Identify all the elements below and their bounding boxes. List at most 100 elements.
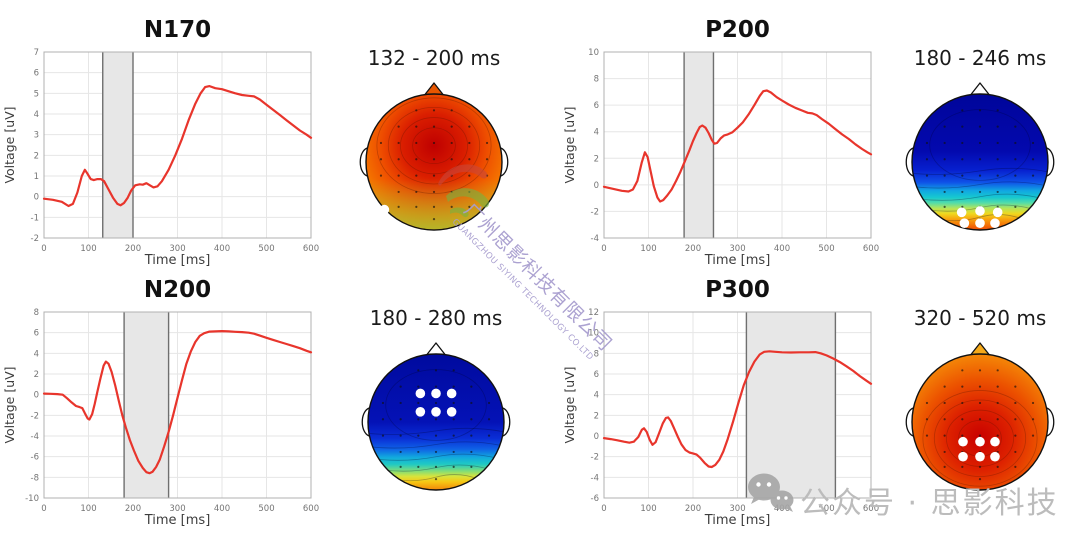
head-ear-right — [1046, 407, 1055, 437]
svg-text:100: 100 — [80, 244, 96, 254]
svg-text:200: 200 — [685, 504, 701, 514]
svg-text:8: 8 — [34, 308, 39, 318]
svg-text:-6: -6 — [591, 494, 599, 504]
highlighted-electrode — [975, 436, 985, 447]
topomap-panel-p200: 180 - 246 ms — [872, 0, 1080, 270]
highlight-window-p200 — [684, 52, 714, 238]
head-ear-right — [500, 147, 509, 177]
y-axis-label-n170: Voltage [uV] — [2, 106, 17, 183]
svg-text:7: 7 — [34, 48, 39, 58]
highlighted-electrode — [990, 436, 1000, 447]
svg-text:300: 300 — [729, 504, 745, 514]
svg-text:0: 0 — [601, 244, 606, 254]
svg-text:4: 4 — [34, 110, 39, 120]
svg-text:400: 400 — [214, 504, 230, 514]
svg-text:-4: -4 — [591, 234, 599, 244]
highlighted-electrode — [431, 407, 441, 417]
highlighted-electrode — [975, 451, 985, 462]
svg-text:100: 100 — [640, 244, 656, 254]
svg-text:0: 0 — [594, 181, 599, 191]
svg-text:2: 2 — [34, 370, 39, 380]
highlighted-electrode — [975, 218, 985, 228]
topomap-n200: 180 - 280 ms — [361, 306, 511, 491]
x-axis-label-p300: Time [ms] — [704, 513, 771, 528]
head-ear-left — [359, 147, 368, 177]
svg-text:-6: -6 — [31, 453, 39, 463]
erp-chart-p300: 0 100 200 300 400 500 600 -6 -4 -2 0 2 4 6 8 10 12 P300 Ti… — [562, 277, 879, 528]
highlighted-electrode — [446, 388, 457, 399]
topomap-panel-n170: 132 - 200 ms — [326, 0, 542, 270]
erp-chart-n200: 0 100 200 300 400 500 600 -10 -8 -6 -4 -2 0 2 4 6 8 N200 T… — [2, 277, 319, 528]
svg-text:1: 1 — [34, 172, 39, 182]
erp-waveform-p300 — [602, 350, 873, 469]
head-ear-left — [361, 407, 370, 437]
erp-panel-p300: 0 100 200 300 400 500 600 -6 -4 -2 0 2 4 6 8 10 12 P300 Ti… — [560, 270, 905, 540]
contour-lines — [376, 97, 492, 194]
svg-text:500: 500 — [258, 244, 274, 254]
svg-text:300: 300 — [729, 244, 745, 254]
svg-text:0: 0 — [34, 193, 39, 203]
svg-text:0: 0 — [594, 432, 599, 442]
svg-text:600: 600 — [863, 504, 879, 514]
highlight-window-p300 — [746, 312, 836, 498]
svg-text:200: 200 — [125, 504, 141, 514]
highlighted-electrode — [975, 206, 985, 216]
topomap-p200: 180 - 246 ms — [905, 46, 1055, 231]
svg-text:-2: -2 — [31, 234, 39, 244]
svg-text:300: 300 — [169, 244, 185, 254]
x-axis-label-p200: Time [ms] — [704, 253, 771, 268]
svg-text:0: 0 — [601, 504, 606, 514]
svg-text:4: 4 — [594, 128, 599, 138]
erp-chart-n170: 0 100 200 300 400 500 600 -2 -1 0 1 2 3 4 5 6 7 N170 Time … — [2, 17, 319, 268]
svg-text:-4: -4 — [31, 432, 39, 442]
highlighted-electrode — [431, 388, 441, 399]
svg-text:-2: -2 — [591, 207, 599, 217]
chart-title-p200: P200 — [705, 17, 770, 43]
head-ear-left — [905, 407, 914, 437]
svg-text:600: 600 — [303, 504, 319, 514]
svg-text:-2: -2 — [591, 453, 599, 463]
highlighted-electrode — [990, 451, 1000, 462]
svg-text:600: 600 — [303, 244, 319, 254]
x-axis-label-n200: Time [ms] — [144, 513, 211, 528]
svg-text:8: 8 — [594, 349, 599, 359]
y-axis-label-n200: Voltage [uV] — [2, 366, 17, 443]
svg-text:100: 100 — [80, 504, 96, 514]
electrode-dots — [925, 109, 1035, 221]
svg-text:200: 200 — [125, 244, 141, 254]
svg-text:10: 10 — [588, 48, 599, 58]
svg-text:6: 6 — [594, 101, 599, 111]
highlighted-electrode — [990, 218, 1000, 228]
svg-text:-10: -10 — [25, 494, 39, 504]
highlighted-electrode — [992, 207, 1003, 218]
highlighted-electrode — [379, 204, 390, 215]
svg-text:-2: -2 — [31, 411, 39, 421]
highlighted-electrode — [446, 407, 457, 417]
svg-text:300: 300 — [169, 504, 185, 514]
highlighted-electrode — [958, 451, 968, 462]
chart-title-p300: P300 — [705, 277, 770, 303]
y-axis-label-p200: Voltage [uV] — [562, 106, 577, 183]
erp-waveform-n200 — [42, 329, 313, 475]
chart-title-n200: N200 — [144, 277, 211, 303]
highlighted-electrode — [959, 218, 970, 228]
highlighted-electrode — [415, 407, 426, 417]
svg-text:100: 100 — [640, 504, 656, 514]
x-axis-label-n170: Time [ms] — [144, 253, 211, 268]
svg-text:6: 6 — [34, 329, 39, 339]
svg-text:4: 4 — [594, 391, 599, 401]
topo-window-label-n200: 180 - 280 ms — [370, 306, 503, 330]
svg-text:400: 400 — [214, 244, 230, 254]
svg-text:-8: -8 — [31, 473, 39, 483]
erp-chart-p200: 0 100 200 300 400 500 600 -4 -2 0 2 4 6 8 10 P200 Time [… — [562, 17, 879, 268]
svg-text:10: 10 — [588, 329, 599, 339]
highlight-window-n200 — [124, 312, 169, 498]
highlighted-electrode — [956, 207, 967, 218]
erp-waveform-p200 — [602, 89, 873, 203]
svg-text:0: 0 — [34, 391, 39, 401]
topomap-p300: 320 - 520 ms — [905, 306, 1055, 491]
svg-text:500: 500 — [258, 504, 274, 514]
head-ear-right — [1046, 147, 1055, 177]
svg-text:3: 3 — [34, 131, 39, 141]
